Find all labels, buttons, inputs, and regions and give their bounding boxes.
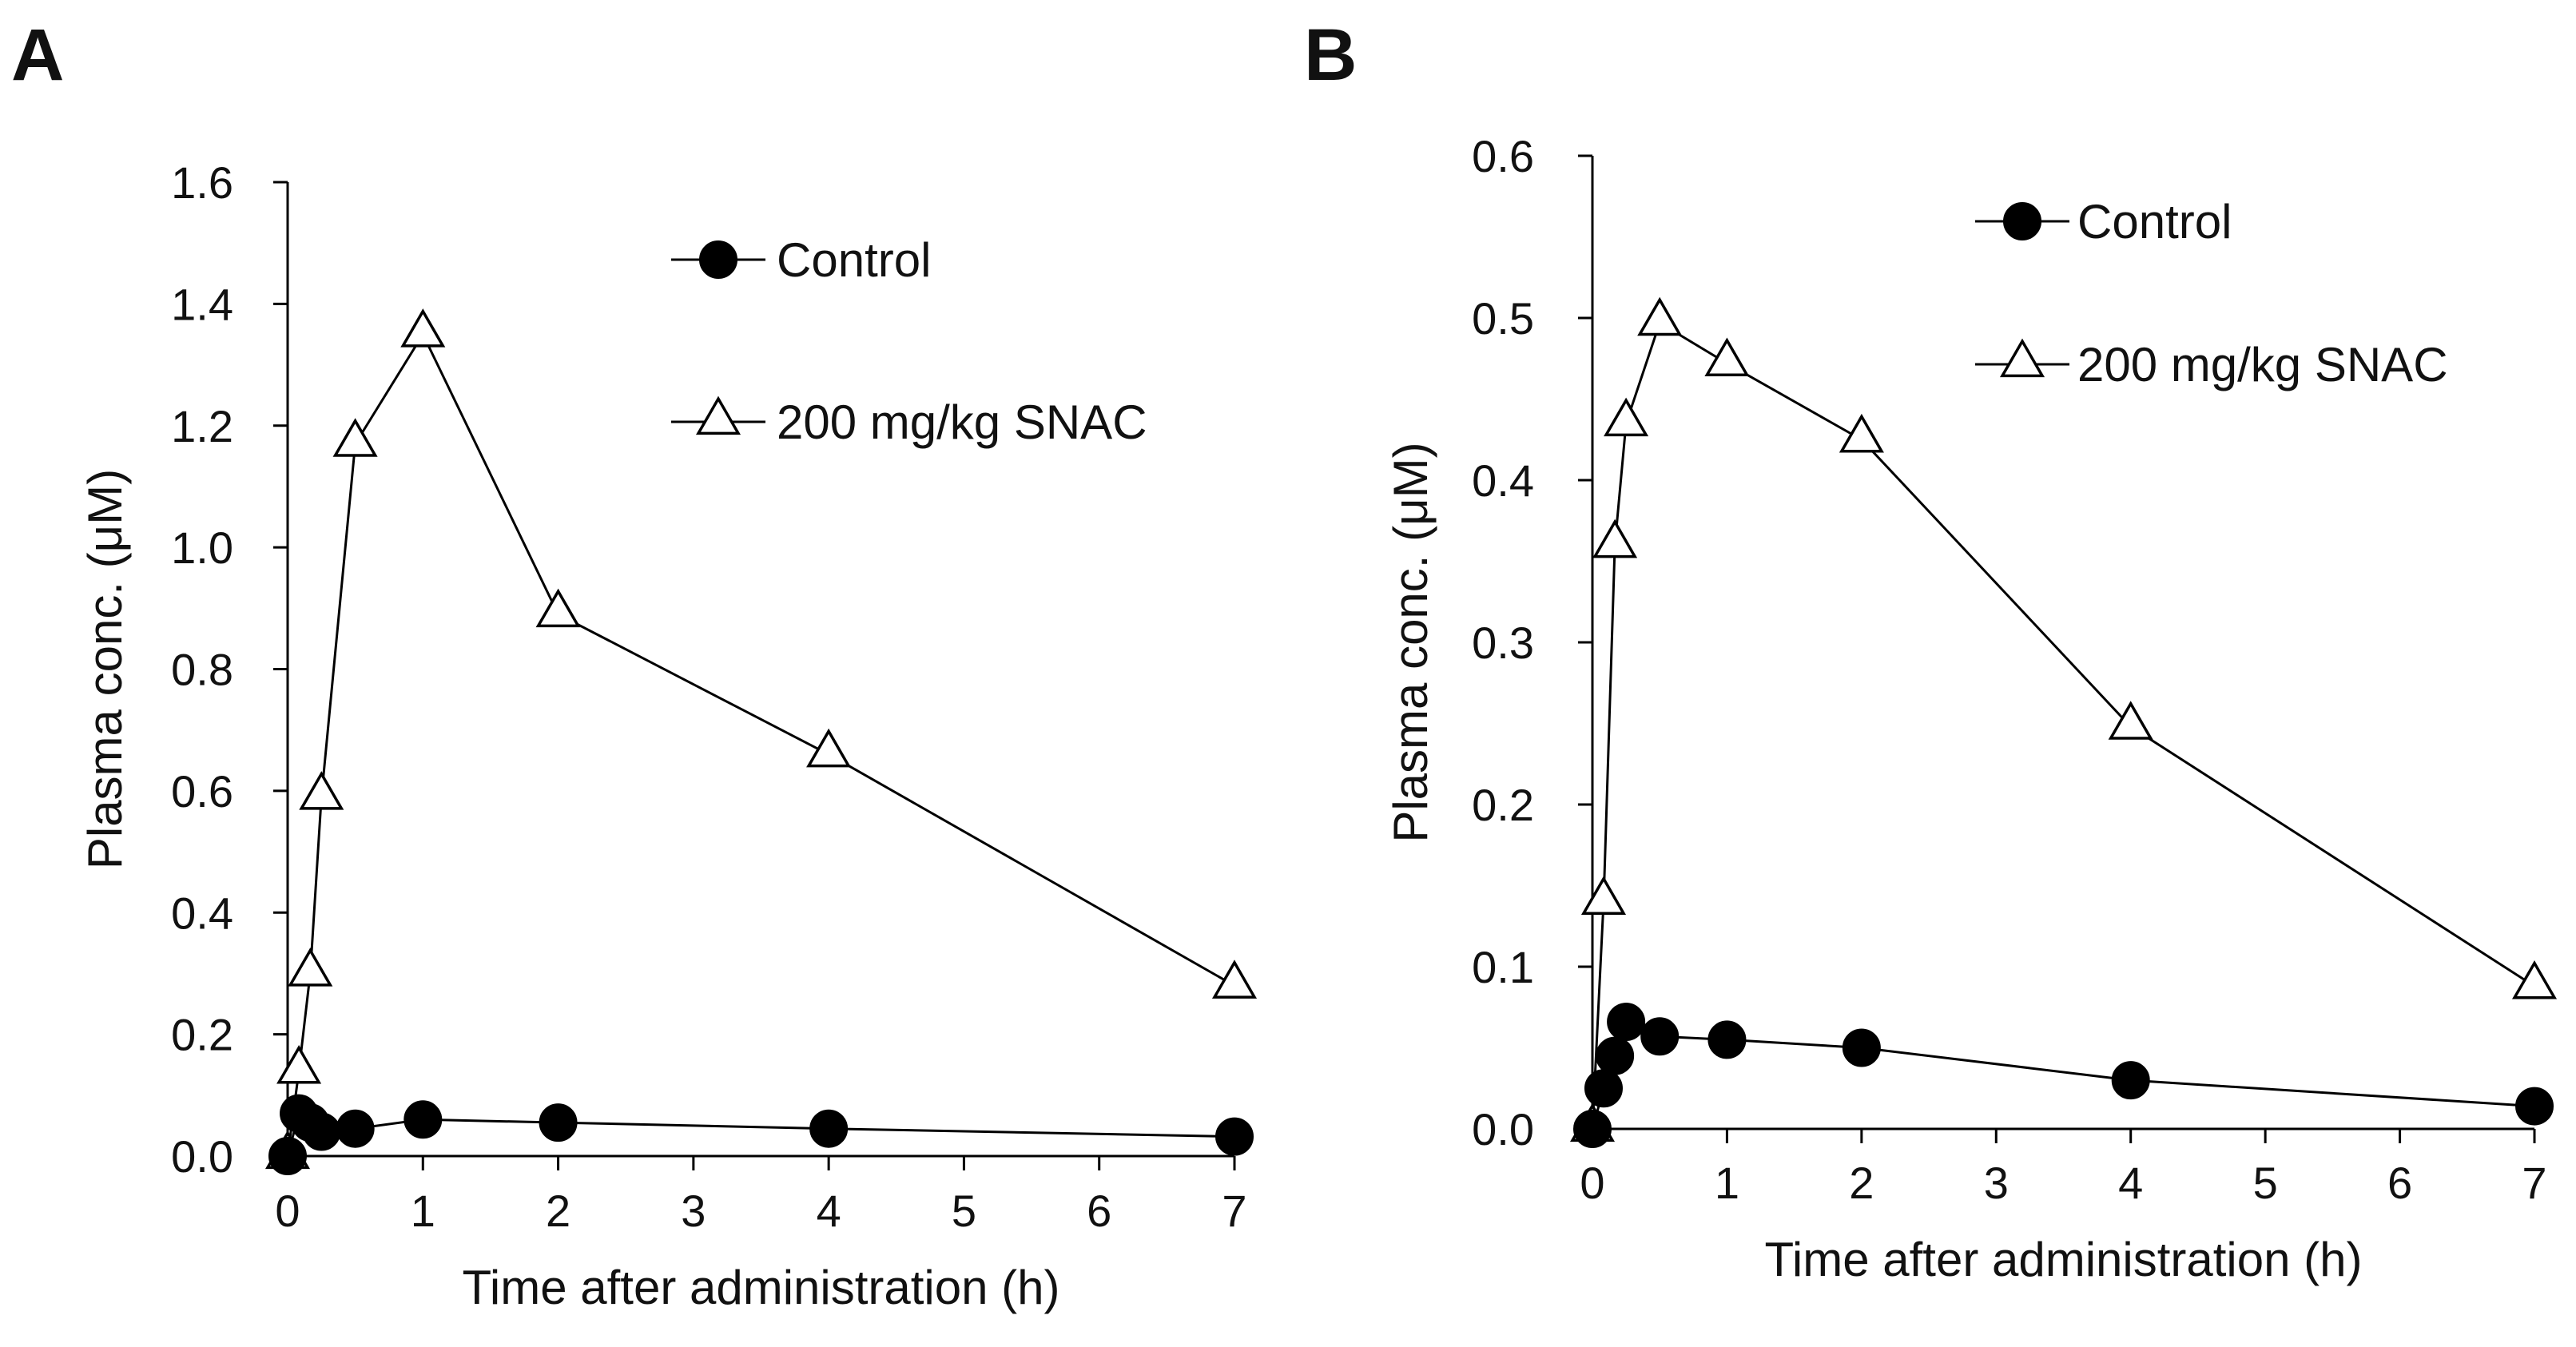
control-data-point <box>539 1103 578 1142</box>
snac-data-point <box>806 728 852 768</box>
x-tick-label: 1 <box>411 1186 435 1236</box>
snac-data-point <box>1604 397 1649 437</box>
x-tick-label: 5 <box>952 1186 976 1236</box>
y-tick-label: 0.2 <box>1472 780 1534 830</box>
control-data-point <box>1640 1017 1680 1056</box>
snac-data-point <box>2108 701 2153 740</box>
legend-label-control: Control <box>2077 195 2232 248</box>
snac-data-point <box>1839 413 1884 453</box>
x-tick-label: 0 <box>275 1186 300 1236</box>
y-tick-label: 0.6 <box>171 766 233 817</box>
snac-data-point <box>1592 519 1638 558</box>
x-tick-label: 7 <box>2522 1158 2546 1208</box>
x-axis-title: Time after administration (h) <box>462 1261 1059 1314</box>
legend-marker-snac <box>1999 338 2045 378</box>
legend-marker-snac <box>695 395 741 435</box>
x-tick-label: 2 <box>1849 1158 1874 1208</box>
x-tick-label: 7 <box>1222 1186 1246 1236</box>
snac-data-point <box>299 771 344 810</box>
y-tick-label: 0.6 <box>1472 131 1534 181</box>
legend-label-control: Control <box>777 233 931 287</box>
y-tick-label: 1.6 <box>171 157 233 208</box>
y-axis-title: Plasma conc. (μM) <box>1384 442 1437 842</box>
snac-data-point <box>2511 960 2558 999</box>
y-tick-label: 1.0 <box>171 523 233 573</box>
legend-label-snac: 200 mg/kg SNAC <box>777 395 1147 449</box>
snac-data-point <box>332 418 378 457</box>
y-tick-label: 0.8 <box>171 645 233 695</box>
snac-series-line <box>286 332 1235 1157</box>
snac-data-point <box>1637 296 1683 336</box>
control-data-point <box>1596 1036 1635 1075</box>
control-data-point <box>1707 1020 1747 1059</box>
legend-marker-control <box>2003 202 2041 240</box>
legend-label-snac: 200 mg/kg SNAC <box>2077 338 2448 391</box>
y-tick-label: 1.2 <box>171 401 233 451</box>
snac-data-point <box>400 308 446 348</box>
snac-data-point <box>535 588 581 628</box>
control-data-point <box>2515 1087 2554 1126</box>
x-tick-label: 2 <box>546 1186 570 1236</box>
x-tick-label: 3 <box>1984 1158 2009 1208</box>
control-data-point <box>809 1109 849 1148</box>
snac-data-point <box>1704 337 1750 377</box>
y-tick-label: 0.1 <box>1472 942 1534 992</box>
y-tick-label: 0.0 <box>171 1131 233 1182</box>
x-tick-label: 6 <box>2387 1158 2412 1208</box>
panel-label: B <box>1304 14 1357 96</box>
y-tick-label: 0.5 <box>1472 293 1534 344</box>
control-data-point <box>336 1109 375 1148</box>
control-data-point <box>2111 1061 2150 1100</box>
control-data-point <box>302 1112 341 1151</box>
y-tick-label: 0.4 <box>1472 455 1534 506</box>
control-data-point <box>1215 1117 1254 1156</box>
x-tick-label: 4 <box>2118 1158 2143 1208</box>
x-tick-label: 5 <box>2253 1158 2278 1208</box>
x-tick-label: 6 <box>1087 1186 1111 1236</box>
control-data-point <box>1842 1028 1881 1067</box>
control-data-point <box>268 1137 307 1175</box>
x-tick-label: 3 <box>681 1186 706 1236</box>
control-data-point <box>1584 1069 1623 1108</box>
snac-series-line <box>1591 320 2535 1130</box>
control-data-point <box>1573 1110 1612 1148</box>
y-tick-label: 0.2 <box>171 1010 233 1060</box>
y-axis-title: Plasma conc. (μM) <box>78 469 132 869</box>
y-tick-label: 0.0 <box>1472 1104 1534 1154</box>
chart-panel-a: A 0.0 0.2 0.4 0.6 0.8 1.0 1.2 1.4 1.6 0 1 2 3 4 5 6 7 Time… <box>11 14 1258 1314</box>
y-tick-label: 0.4 <box>171 888 233 938</box>
panel-label: A <box>11 14 64 96</box>
snac-data-point <box>288 948 333 987</box>
chart-panel-b: B 0.0 0.1 0.2 0.3 0.4 0.5 0.6 0 1 2 3 4 5 6 7 Time after… <box>1304 14 2558 1286</box>
x-axis-title: Time after administration (h) <box>1764 1233 2362 1286</box>
legend-marker-control <box>699 240 737 279</box>
x-tick-label: 0 <box>1580 1158 1604 1208</box>
snac-data-point <box>1580 876 1627 915</box>
snac-data-point <box>1211 960 1258 999</box>
y-tick-label: 0.3 <box>1472 618 1534 668</box>
x-tick-label: 1 <box>1715 1158 1739 1208</box>
control-data-point <box>403 1100 443 1139</box>
x-tick-label: 4 <box>817 1186 841 1236</box>
control-data-point <box>1607 1003 1646 1042</box>
y-tick-label: 1.4 <box>171 279 233 329</box>
snac-data-point <box>276 1045 322 1084</box>
